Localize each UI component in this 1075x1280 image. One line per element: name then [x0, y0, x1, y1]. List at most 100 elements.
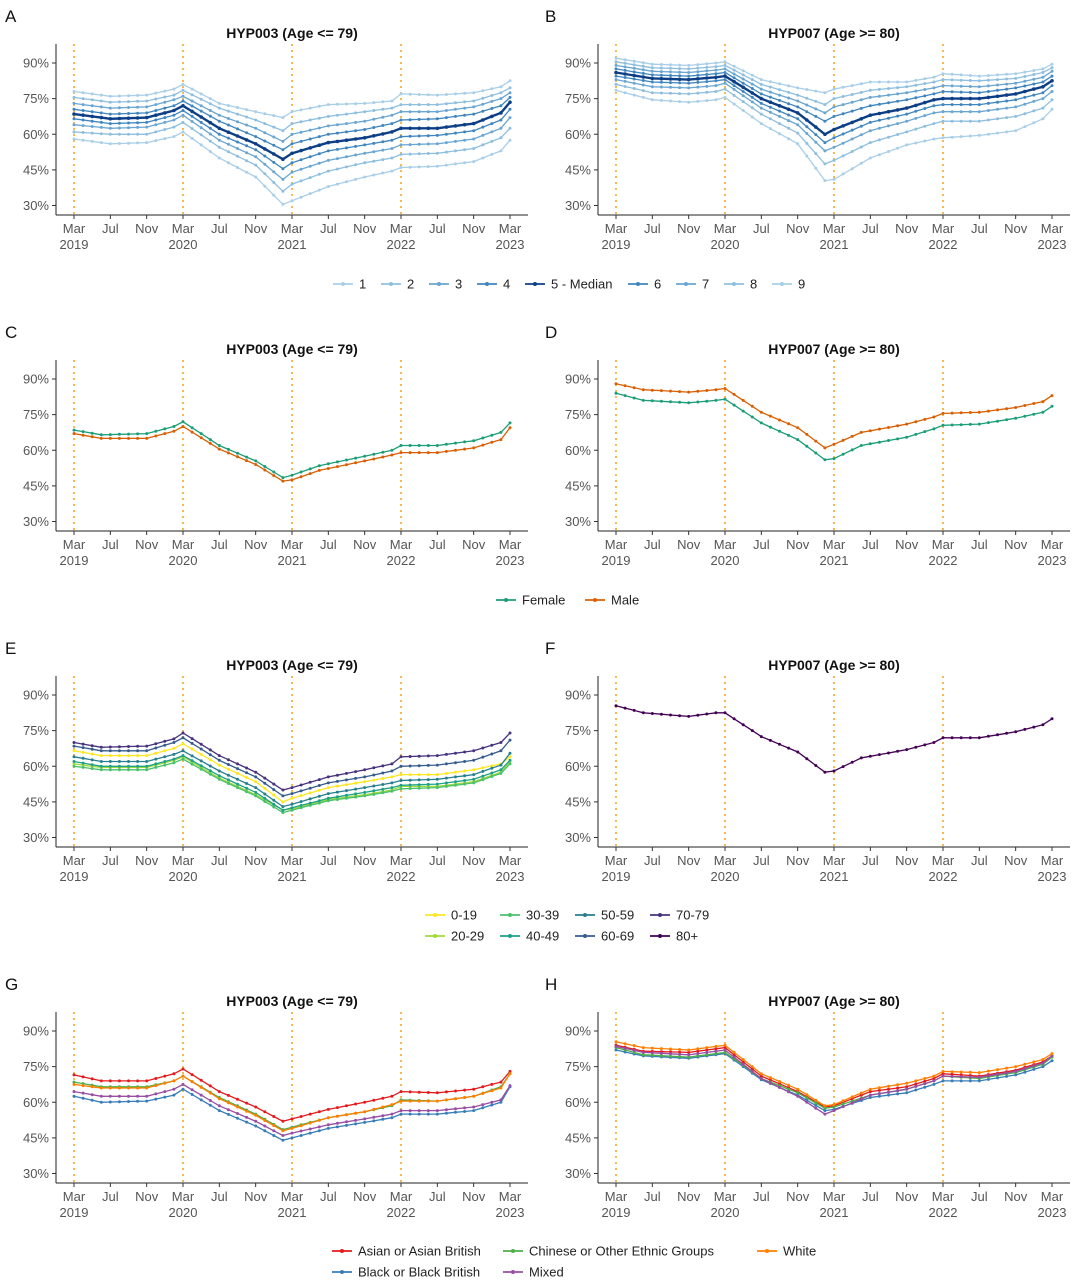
data-point	[145, 132, 149, 136]
x-tick-label: Nov	[1004, 1189, 1028, 1204]
data-point	[72, 130, 76, 134]
data-point	[199, 115, 203, 119]
data-point	[905, 1081, 909, 1085]
data-point	[614, 70, 618, 75]
data-point	[263, 122, 267, 126]
data-point	[996, 117, 999, 121]
data-point	[345, 796, 348, 800]
data-point	[877, 118, 881, 122]
data-point	[181, 109, 185, 112]
data-point	[81, 118, 85, 122]
data-point	[941, 1079, 945, 1083]
data-point	[868, 80, 872, 84]
data-point	[72, 137, 76, 141]
x-tick-label: Mar 2019	[602, 537, 631, 568]
y-tick-label: 60%	[23, 127, 49, 142]
data-point	[472, 749, 476, 753]
data-point	[363, 101, 367, 105]
legend-item: 4	[477, 277, 510, 292]
data-point	[317, 464, 321, 468]
data-point	[490, 1103, 494, 1107]
data-point	[81, 1084, 85, 1088]
y-tick-label: 30%	[23, 514, 49, 529]
data-point	[950, 411, 954, 415]
data-point	[472, 768, 476, 772]
data-point	[199, 143, 203, 147]
panel-title: HYP003 (Age <= 79)	[226, 657, 358, 673]
data-point	[732, 1053, 736, 1057]
data-point	[641, 711, 645, 715]
data-point	[959, 135, 963, 139]
data-point	[281, 1119, 285, 1123]
data-point	[117, 126, 121, 130]
data-point	[199, 759, 203, 763]
data-point	[326, 1126, 330, 1130]
data-point	[687, 1055, 691, 1059]
y-tick-label: 60%	[23, 443, 49, 458]
data-point	[659, 73, 663, 77]
data-point	[163, 432, 167, 436]
data-point	[814, 89, 818, 93]
legend-item: Mixed	[503, 1265, 564, 1280]
x-tick-label: Mar 2023	[1038, 537, 1067, 568]
y-tick-label: 75%	[23, 91, 49, 106]
legend-label: Female	[522, 593, 565, 608]
data-point	[778, 122, 781, 126]
data-point	[669, 389, 672, 393]
data-point	[696, 91, 700, 95]
data-point	[1023, 95, 1027, 99]
data-point	[499, 438, 503, 442]
data-point	[650, 62, 654, 66]
data-point	[190, 747, 194, 751]
data-point	[335, 113, 339, 117]
data-point	[290, 808, 294, 812]
legend-item: 70-79	[650, 908, 709, 923]
data-point	[841, 765, 845, 769]
data-point	[90, 114, 94, 119]
data-point	[426, 778, 430, 782]
x-tick-label: Mar 2019	[602, 1189, 631, 1220]
data-point	[381, 771, 385, 775]
data-point	[381, 777, 385, 780]
data-point	[768, 425, 772, 429]
data-point	[245, 790, 249, 794]
data-point	[417, 126, 422, 131]
data-point	[687, 81, 691, 85]
data-point	[850, 448, 854, 452]
data-point	[163, 1095, 167, 1099]
series-mixed	[72, 1082, 512, 1137]
y-tick-label: 45%	[23, 162, 49, 177]
data-point	[877, 80, 881, 84]
data-point	[841, 154, 845, 158]
data-point	[805, 132, 809, 135]
data-point	[669, 70, 672, 74]
data-point	[508, 116, 512, 120]
data-point	[696, 73, 700, 77]
data-point	[72, 749, 76, 753]
data-point	[481, 118, 485, 122]
data-point	[968, 119, 972, 123]
data-point	[272, 805, 276, 809]
data-point	[308, 155, 312, 159]
data-point	[254, 110, 258, 114]
data-point	[399, 773, 403, 777]
data-point	[705, 90, 709, 94]
data-point	[841, 1102, 845, 1106]
data-point	[290, 161, 294, 165]
data-point	[669, 91, 672, 95]
data-point	[154, 1092, 158, 1096]
data-point	[623, 68, 627, 72]
data-point	[345, 146, 348, 150]
x-tick-label: Mar 2019	[60, 221, 89, 252]
data-point	[1014, 730, 1018, 734]
data-point	[696, 389, 700, 393]
data-point	[1032, 402, 1036, 405]
data-point	[877, 440, 881, 444]
data-point	[499, 1080, 503, 1084]
data-point	[1041, 85, 1045, 89]
data-point	[163, 95, 167, 99]
data-point	[787, 113, 791, 117]
data-point	[823, 770, 827, 774]
data-point	[986, 1077, 990, 1081]
data-point	[490, 114, 494, 119]
